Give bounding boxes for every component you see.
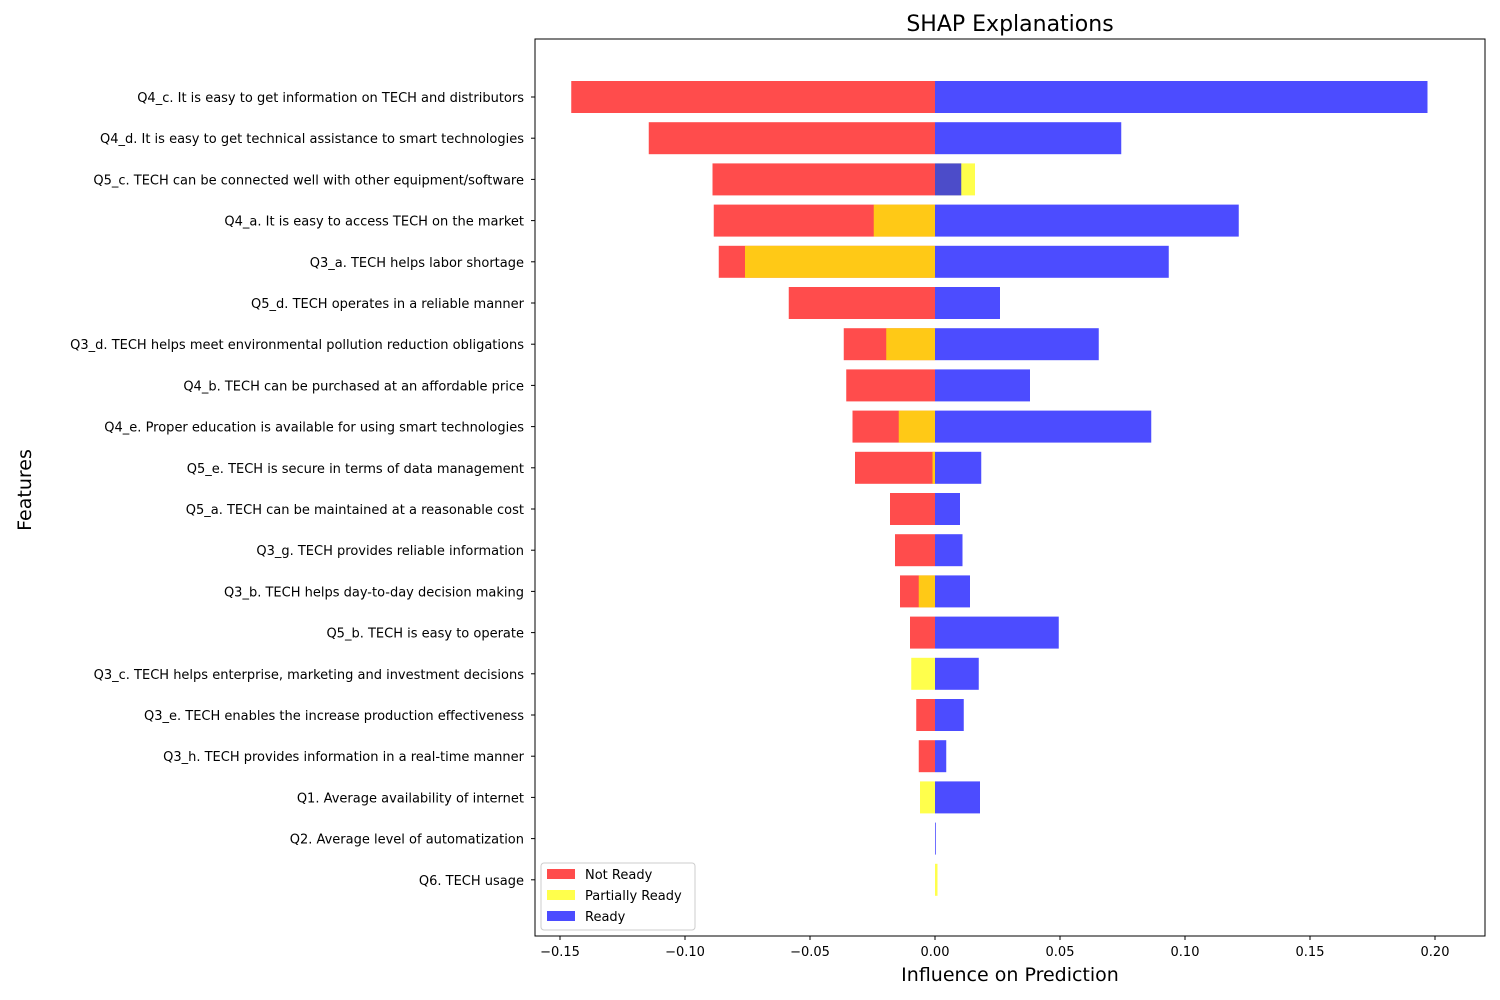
bar-partially-ready-3 (873, 204, 935, 237)
y-tick-label: Q3_c. TECH helps enterprise, marketing a… (94, 668, 525, 683)
legend-box (540, 862, 696, 931)
bar-ready-15 (935, 699, 964, 731)
legend: Not Ready Partially Ready Ready (540, 862, 696, 931)
bar-partially-ready-9 (932, 451, 935, 484)
bar-not-ready-13 (910, 616, 935, 649)
y-tick-label: Q6. TECH usage (419, 874, 524, 889)
y-tick-label: Q4_a. It is easy to access TECH on the m… (224, 215, 524, 230)
y-tick-label: Q3_e. TECH enables the increase producti… (144, 709, 524, 724)
y-axis-title: Features (14, 449, 36, 531)
plot-frame (534, 38, 1486, 937)
y-tick-label: Q1. Average availability of internet (297, 791, 524, 806)
legend-swatch-partially-ready (547, 890, 575, 900)
bar-not-ready-5 (788, 287, 935, 319)
y-tick-label: Q2. Average level of automatization (290, 833, 524, 848)
bar-ready-8 (935, 410, 1152, 443)
bar-ready-10 (935, 493, 960, 525)
bar-ready-1 (935, 122, 1122, 155)
bar-ready-0 (935, 81, 1428, 113)
bar-not-ready-9 (855, 451, 935, 484)
bar-ready-18 (935, 822, 936, 855)
y-tick-label: Q3_g. TECH provides reliable information (256, 544, 524, 559)
y-tick-label: Q4_c. It is easy to get information on T… (137, 91, 524, 106)
y-tick-label: Q3_a. TECH helps labor shortage (310, 256, 524, 271)
bar-not-ready-15 (916, 699, 935, 731)
bar-ready-3 (935, 204, 1239, 237)
bar-partially-ready-14 (911, 657, 935, 690)
y-tick-label: Q3_d. TECH helps meet environmental poll… (70, 338, 524, 353)
bar-not-ready-2 (712, 163, 935, 196)
y-tick-label: Q5_c. TECH can be connected well with ot… (93, 173, 524, 188)
bar-partially-ready-12 (918, 575, 935, 608)
bar-ready-4 (935, 245, 1169, 278)
y-tick-label: Q5_d. TECH operates in a reliable manner (251, 297, 525, 312)
x-tick-label: 0.10 (1171, 945, 1200, 960)
y-tick-label: Q5_a. TECH can be maintained at a reason… (186, 503, 524, 518)
x-tick-label: 0.20 (1421, 945, 1450, 960)
x-axis-ticks: −0.15 −0.10 −0.05 0.00 0.05 0.10 0.15 0.20 (540, 936, 1449, 960)
bar-ready-7 (935, 369, 1030, 402)
bar-ready-5 (935, 287, 1000, 319)
bar-ready-9 (935, 451, 982, 484)
legend-label-ready: Ready (585, 910, 626, 925)
legend-label-partially-ready: Partially Ready (585, 889, 682, 904)
bar-partially-ready-6 (886, 328, 935, 361)
bar-partially-ready-8 (898, 410, 935, 443)
bar-not-ready-16 (918, 740, 935, 773)
x-tick-label: 0.00 (921, 945, 950, 960)
bar-partially-ready-17 (920, 781, 935, 814)
legend-label-not-ready: Not Ready (585, 868, 653, 883)
bar-ready-6 (935, 328, 1099, 361)
x-axis-title: Influence on Prediction (901, 964, 1119, 986)
x-tick-label: −0.15 (540, 945, 580, 960)
bar-not-ready-1 (648, 122, 935, 155)
bar-ready-11 (935, 534, 963, 567)
y-tick-label: Q4_e. Proper education is available for … (104, 421, 524, 436)
legend-swatch-not-ready (547, 869, 575, 879)
x-tick-label: 0.05 (1046, 945, 1075, 960)
y-tick-label: Q3_b. TECH helps day-to-day decision mak… (224, 585, 524, 600)
bar-partially-ready-19 (935, 863, 938, 896)
bar-not-ready-11 (895, 534, 935, 567)
bars-layer (571, 81, 1428, 896)
bar-ready-17 (935, 781, 980, 814)
chart-title: SHAP Explanations (906, 12, 1113, 37)
bar-not-ready-10 (890, 493, 935, 525)
legend-swatch-ready (547, 911, 575, 921)
y-axis-ticks: Q4_c. It is easy to get information on T… (70, 91, 535, 889)
bar-not-ready-0 (571, 81, 935, 113)
y-tick-label: Q5_b. TECH is easy to operate (326, 627, 524, 642)
bar-not-ready-7 (846, 369, 935, 402)
bar-ready-12 (935, 575, 970, 608)
bar-ready-14 (935, 657, 979, 690)
bar-ready-13 (935, 616, 1059, 649)
y-tick-label: Q3_h. TECH provides information in a rea… (163, 750, 525, 765)
bar-ready-16 (935, 740, 947, 773)
x-tick-label: 0.15 (1296, 945, 1325, 960)
x-tick-label: −0.05 (790, 945, 830, 960)
x-tick-label: −0.10 (665, 945, 705, 960)
y-tick-label: Q4_d. It is easy to get technical assist… (100, 132, 524, 147)
bar-ready-2 (935, 163, 962, 196)
y-tick-label: Q5_e. TECH is secure in terms of data ma… (187, 462, 524, 477)
bar-partially-ready-4 (745, 245, 935, 278)
y-tick-label: Q4_b. TECH can be purchased at an afford… (183, 379, 524, 394)
